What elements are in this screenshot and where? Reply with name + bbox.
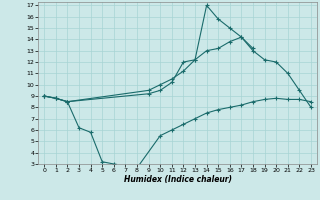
X-axis label: Humidex (Indice chaleur): Humidex (Indice chaleur) [124,175,232,184]
